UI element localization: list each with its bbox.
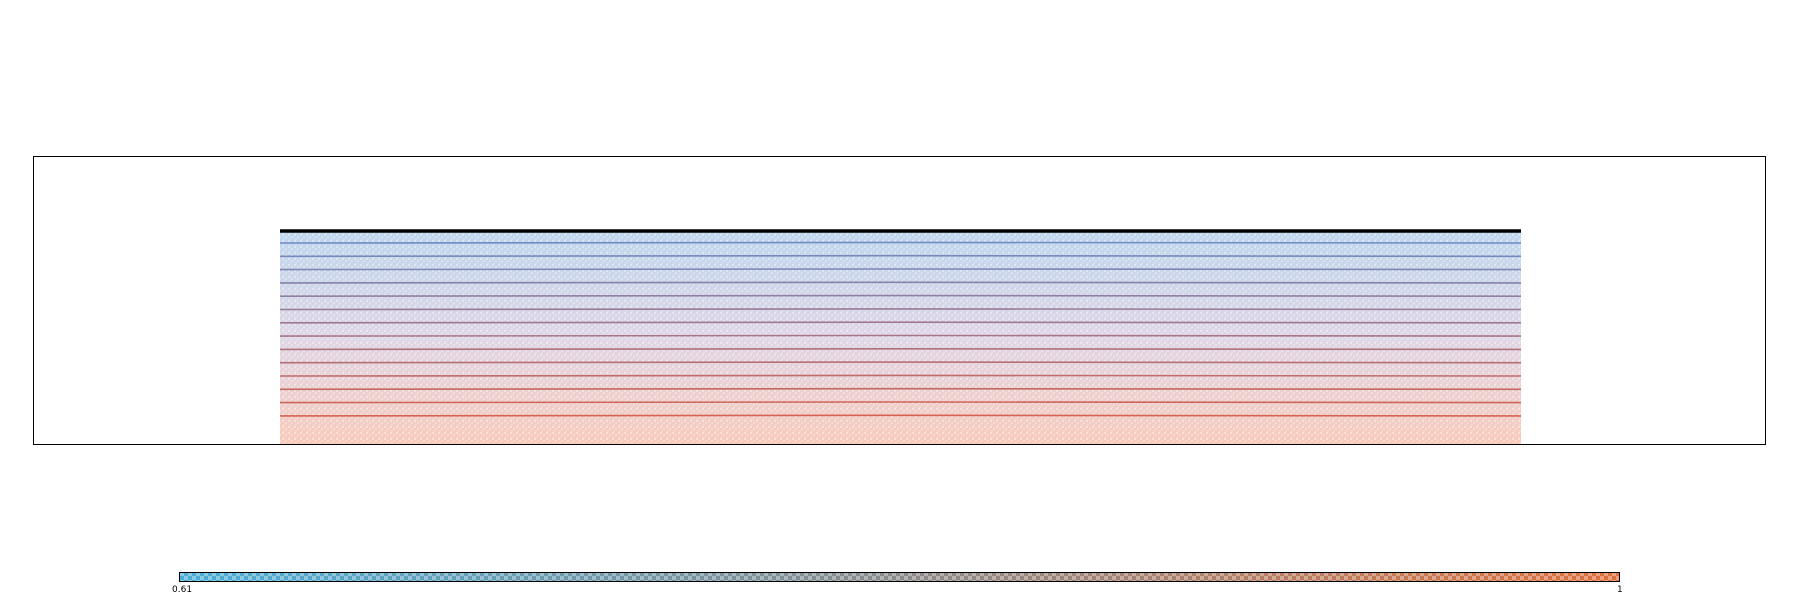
layer-lines [279,241,1522,417]
layer-line [279,308,1522,311]
colorbar-max-label: 1 [1617,585,1623,595]
layer-line [279,321,1522,324]
free-surface-line [279,228,1522,233]
layer-line [279,281,1522,284]
particle-slab [280,232,1521,445]
layer-line [279,268,1522,271]
domain-border [33,156,1766,445]
colorbar-min-label: 0.61 [172,585,193,595]
layer-line [279,294,1522,297]
colorbar-frame [179,572,1620,582]
layer-line [279,387,1522,391]
layer-line [279,334,1522,337]
layer-line [279,414,1522,417]
layer-line [279,254,1522,258]
layer-line [279,348,1522,351]
layer-line [279,241,1522,244]
layer-line [279,374,1522,377]
layer-line [279,401,1522,404]
colorbar [179,572,1620,582]
layer-line [279,361,1522,364]
